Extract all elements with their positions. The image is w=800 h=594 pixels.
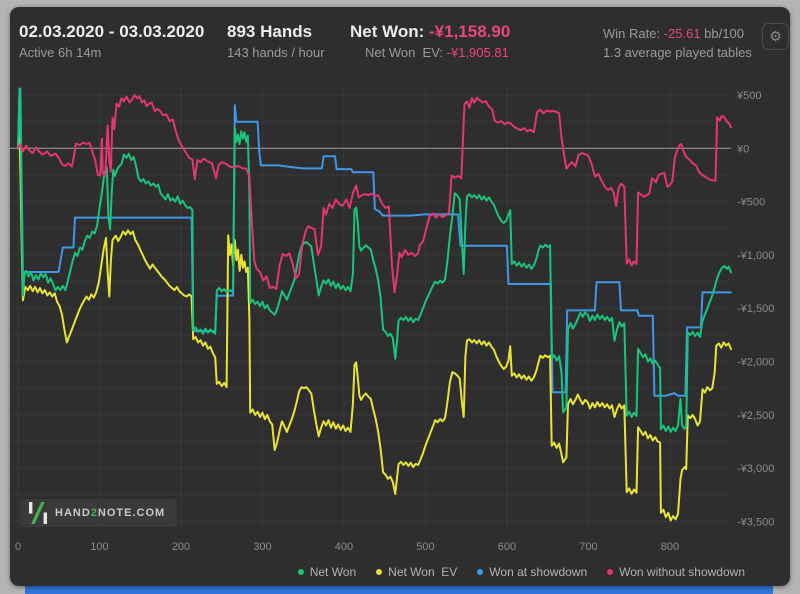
x-tick-label: 600 xyxy=(498,541,516,553)
legend-item-won-at-showdown[interactable]: Won at showdown xyxy=(477,565,587,579)
hand2note-logo: HAND2NOTE.COM xyxy=(20,499,178,527)
x-tick-label: 500 xyxy=(416,541,434,553)
x-tick-label: 700 xyxy=(579,541,597,553)
avg-tables: 1.3 average played tables xyxy=(603,45,752,60)
logo-text-pre: HAND xyxy=(55,507,91,519)
win-rate-value: -25.61 xyxy=(663,26,701,41)
taskbar-accent-strip xyxy=(25,586,773,594)
hands-per-hour: 143 hands / hour xyxy=(227,45,325,60)
legend-label: Net Won xyxy=(309,565,357,579)
net-won-ev-value: -¥1,905.81 xyxy=(446,45,509,60)
legend-label: Net Won EV xyxy=(388,565,458,579)
y-tick-label: -¥2,500 xyxy=(737,410,774,422)
legend-item-won-without-showdown[interactable]: Won without showdown xyxy=(607,565,745,579)
legend-item-net-won-ev[interactable]: Net Won EV xyxy=(376,565,457,579)
net-won-dot-icon xyxy=(297,569,304,575)
y-tick-label: -¥3,000 xyxy=(737,463,774,475)
series-line-won-without-showdown xyxy=(17,94,732,294)
series-line-net-won-ev xyxy=(17,132,732,522)
won-without-showdown-dot-icon xyxy=(607,569,614,575)
hand2note-logo-text: HAND2NOTE.COM xyxy=(55,507,165,519)
logo-text-2: 2 xyxy=(90,507,98,519)
legend-label: Won without showdown xyxy=(619,565,745,579)
y-tick-label: -¥1,000 xyxy=(737,250,774,262)
y-tick-label: ¥0 xyxy=(736,143,749,155)
net-won-label: Net Won: xyxy=(350,22,430,41)
net-won-ev-label: Net Won EV: xyxy=(365,45,447,60)
legend-label: Won at showdown xyxy=(489,565,588,579)
x-tick-label: 200 xyxy=(172,541,190,553)
y-tick-label: -¥1,500 xyxy=(737,303,774,315)
won-at-showdown-dot-icon xyxy=(477,569,484,575)
x-tick-label: 400 xyxy=(335,541,353,553)
date-range: 02.03.2020 - 03.03.2020 xyxy=(19,22,205,41)
x-tick-label: 300 xyxy=(253,541,271,553)
win-rate-label: Win Rate: xyxy=(603,26,664,41)
hands-count: 893 Hands xyxy=(227,22,313,41)
x-tick-label: 800 xyxy=(661,541,679,553)
settings-button[interactable]: ⚙ xyxy=(762,23,789,50)
net-won-line: Net Won: -¥1,158.90 xyxy=(350,21,510,43)
gear-icon: ⚙ xyxy=(769,28,782,44)
x-tick-label: 100 xyxy=(90,541,108,553)
y-tick-label: -¥2,000 xyxy=(737,357,774,369)
win-rate-line: Win Rate: -25.61 bb/100 xyxy=(603,23,744,45)
net-won-value: -¥1,158.90 xyxy=(429,22,511,41)
series-line-net-won xyxy=(17,87,732,433)
y-tick-label: -¥500 xyxy=(737,197,765,209)
y-tick-label: -¥3,500 xyxy=(737,517,774,529)
logo-text-post: NOTE.COM xyxy=(97,507,166,519)
legend-item-net-won[interactable]: Net Won xyxy=(297,565,357,579)
hand2note-logo-icon xyxy=(28,502,48,524)
win-rate-unit: bb/100 xyxy=(700,26,744,41)
net-won-ev-dot-icon xyxy=(376,569,383,575)
y-tick-label: ¥500 xyxy=(736,90,761,102)
net-won-ev-line: Net Won EV: -¥1,905.81 xyxy=(365,45,509,61)
chart-legend: Net Won Net Won EV Won at showdown Won w… xyxy=(0,565,745,579)
x-tick-label: 0 xyxy=(15,541,21,553)
active-time: Active 6h 14m xyxy=(19,45,102,60)
